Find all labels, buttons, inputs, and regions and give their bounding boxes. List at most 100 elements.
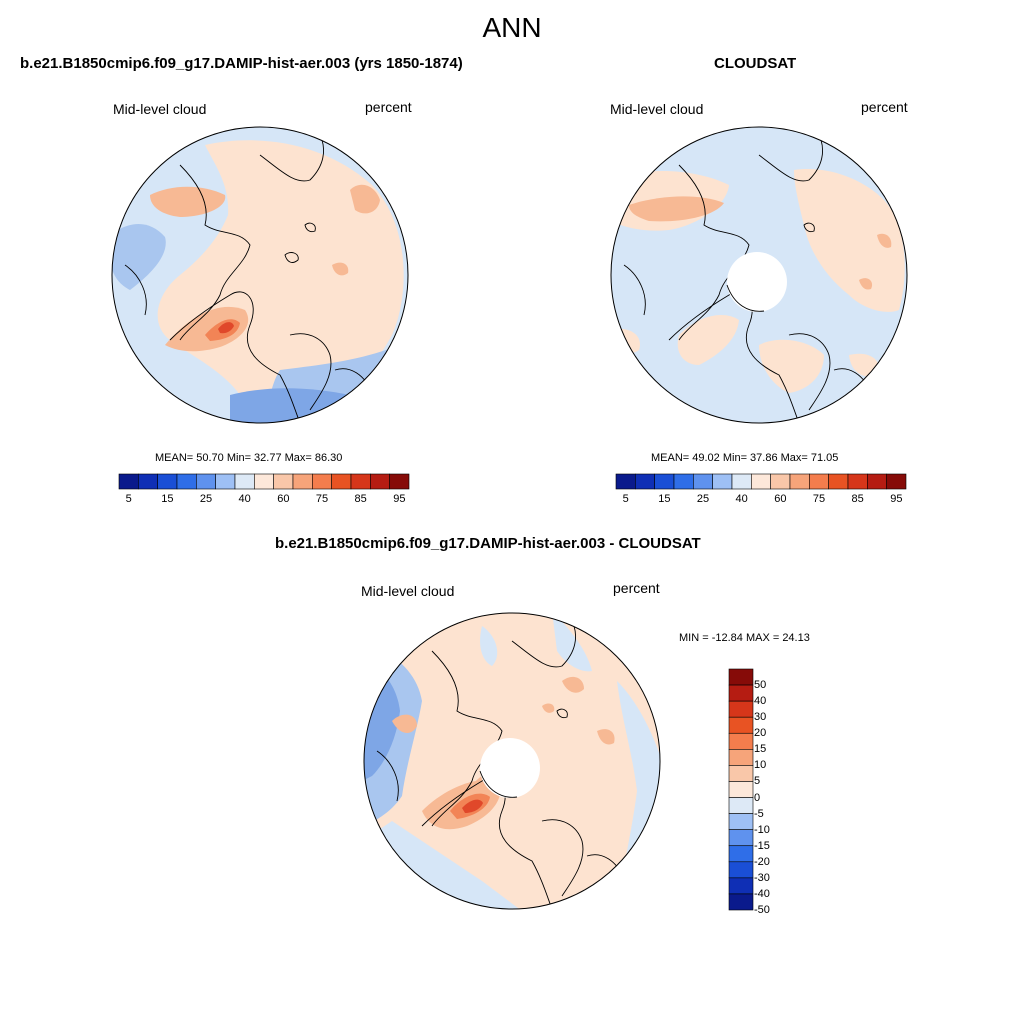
colorbar-model [118, 473, 410, 490]
cloud-region [157, 140, 404, 422]
no-data-hole [480, 738, 540, 798]
map-boundary [111, 126, 409, 424]
cloud-region [332, 262, 349, 276]
coastline [668, 291, 800, 423]
colorbar-tick-label: 15 [161, 493, 174, 505]
colorbar-swatch [215, 473, 236, 490]
cloud-region [462, 799, 483, 813]
colorbar-swatch [751, 473, 771, 490]
polar-map-diff [363, 612, 661, 910]
cloud-region [542, 703, 555, 713]
coastline [511, 625, 576, 668]
colorbar-swatch [138, 473, 158, 490]
colorbar-tick-label: 15 [658, 493, 671, 505]
colorbar-tick-label: 40 [754, 695, 767, 708]
colorbar-swatch [867, 473, 887, 490]
colorbar-swatch [809, 473, 829, 490]
cloud-region [479, 770, 518, 798]
colorbar-tick-label: -40 [754, 887, 770, 900]
coastline [431, 650, 503, 827]
panel-title-obs: CLOUDSAT [714, 55, 797, 72]
colorbar-swatch [331, 473, 352, 490]
cloud-region [759, 339, 824, 393]
colorbar-tick-label: -10 [754, 823, 770, 836]
panel-title-model: b.e21.B1850cmip6.f09_g17.DAMIP-hist-aer.… [20, 55, 463, 72]
colorbar-obs [615, 473, 907, 490]
colorbar-swatch [196, 473, 216, 490]
coastline [758, 139, 823, 182]
colorbar-tick-label: 0 [754, 791, 761, 804]
stats-diff: MIN = -12.84 MAX = 24.13 [679, 632, 810, 644]
colorbar-swatch [312, 473, 332, 490]
map-boundary [363, 612, 661, 910]
cloud-region [480, 626, 498, 666]
colorbar-swatch [157, 473, 178, 490]
colorbar-tick-label: 60 [277, 493, 290, 505]
colorbar-tick-label: 40 [735, 493, 748, 505]
cloud-region [677, 315, 739, 365]
cloud-region [350, 184, 380, 214]
coastline [169, 291, 301, 423]
coastline [304, 222, 316, 233]
coastline [376, 750, 399, 802]
coastline [541, 819, 584, 897]
cloud-region [629, 196, 724, 222]
colorbar-swatch [118, 473, 139, 490]
colorbar-swatch [615, 473, 636, 490]
units-label-obs: percent [861, 99, 908, 115]
colorbar-tick-label: 20 [754, 727, 767, 740]
colorbar-ticks-diff: 50 40 30 20 15 10 5 0 -5 -10 -15 -20 -30 -40 -50 [728, 668, 798, 916]
coastline [421, 777, 553, 909]
variable-label-obs: Mid-level cloud [610, 101, 704, 117]
map-boundary [610, 126, 908, 424]
colorbar-swatch [389, 473, 410, 490]
colorbar-tick-label: 85 [851, 493, 864, 505]
polar-map-obs [610, 126, 908, 424]
colorbar-swatch [176, 473, 197, 490]
colorbar-tick-label: 5 [754, 775, 761, 788]
colorbar-swatch [728, 893, 754, 911]
colorbar-tick-label: -5 [754, 807, 764, 820]
cloud-region [794, 169, 905, 312]
cloud-region [877, 233, 892, 248]
colorbar-swatch [847, 473, 868, 490]
units-label-model: percent [365, 99, 412, 115]
colorbar-swatch [673, 473, 694, 490]
stats-model: MEAN= 50.70 Min= 32.77 Max= 86.30 [155, 452, 343, 464]
cloud-region [392, 714, 417, 733]
colorbar-tick-label: 5 [622, 493, 629, 505]
variable-label-diff: Mid-level cloud [361, 583, 455, 599]
coastline [788, 333, 831, 411]
colorbar-swatch [234, 473, 255, 490]
colorbar-tick-label: -15 [754, 839, 770, 852]
colorbar-tick-label: 60 [774, 493, 787, 505]
colorbar-diff [728, 668, 754, 911]
coastline [556, 708, 568, 719]
colorbar-tick-label: 15 [754, 743, 767, 756]
main-title: ANN [482, 12, 542, 43]
colorbar-ticks-obs: 5 15 25 40 60 75 85 95 [615, 493, 907, 509]
colorbar-swatch [712, 473, 733, 490]
colorbar-tick-label: -50 [754, 904, 770, 916]
colorbar-tick-label: 75 [812, 493, 826, 505]
colorbar-swatch [886, 473, 907, 490]
coastline [284, 252, 299, 263]
cloud-region [112, 224, 166, 290]
colorbar-swatch [254, 473, 274, 490]
cloud-region [218, 322, 234, 334]
colorbar-swatch [273, 473, 294, 490]
colorbar-swatch [350, 473, 371, 490]
cloud-region [859, 278, 873, 290]
colorbar-tick-label: 25 [199, 493, 213, 505]
coastline [259, 139, 324, 182]
coastline [678, 164, 750, 341]
colorbar-tick-label: 10 [754, 759, 767, 772]
colorbar-tick-label: 5 [125, 493, 132, 505]
cloud-region [552, 613, 592, 672]
colorbar-tick-label: 40 [238, 493, 251, 505]
cloud-region [562, 676, 584, 693]
colorbar-ticks-model: 5 15 25 40 60 75 85 95 [118, 493, 410, 509]
colorbar-swatch [828, 473, 849, 490]
colorbar-swatch [370, 473, 390, 490]
colorbar-tick-label: 25 [696, 493, 710, 505]
